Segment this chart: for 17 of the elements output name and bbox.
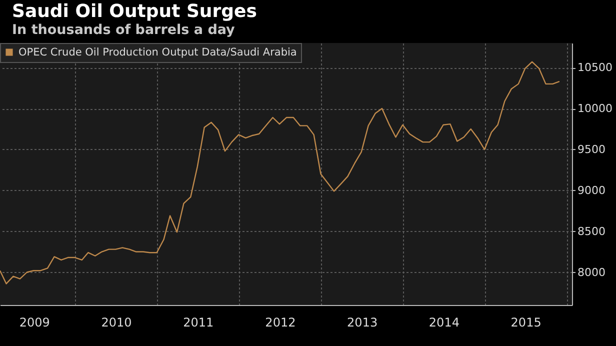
x-tick-label: 2012 [265,316,296,330]
x-tick-label: 2014 [428,316,460,330]
x-tick-label: 2009 [19,316,50,330]
chart-title: Saudi Oil Output Surges [12,1,257,22]
y-tick-label: 9500 [578,142,606,156]
legend-label: OPEC Crude Oil Production Output Data/Saudi Arabia [18,46,297,58]
line-series [0,61,560,284]
x-tick-label: 2010 [101,316,132,330]
x-tick-label: 2011 [183,316,214,330]
y-tick-label: 10000 [578,102,612,115]
x-tick-label: 2015 [510,316,542,330]
y-tick-label: 9000 [578,184,606,197]
y-tick-label: 10500 [578,61,612,74]
chart-subtitle: In thousands of barrels a day [12,22,236,38]
y-tick-label: 8000 [578,266,606,279]
y-tick-label: 8500 [578,224,606,238]
x-tick-label: 2013 [347,316,378,330]
